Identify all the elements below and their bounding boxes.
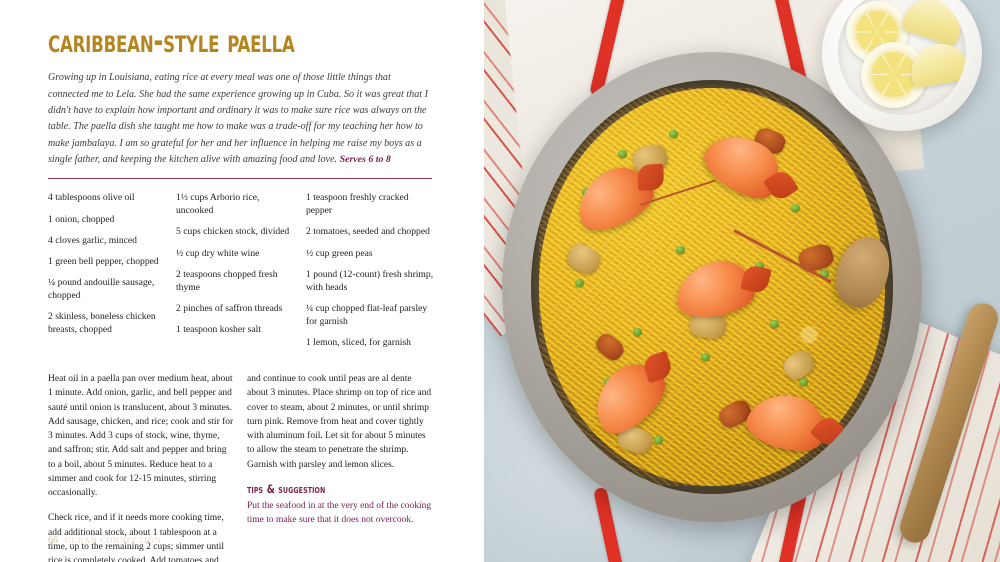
ingredients-column-1: 4 tablespoons olive oil 1 onion, chopped… bbox=[48, 192, 176, 358]
tips-body: Put the seafood in at the very end of th… bbox=[247, 500, 432, 526]
ingredient-item: 1 teaspoon freshly cracked pepper bbox=[306, 192, 409, 217]
ingredient-item: 1½ cups Arborio rice, uncooked bbox=[176, 192, 260, 217]
page-footer: 66 Cuban Connection bbox=[48, 535, 161, 546]
green-pea bbox=[675, 245, 685, 254]
ingredient-item: 1 lemon, sliced, for garnish bbox=[306, 336, 411, 348]
green-pea bbox=[701, 353, 711, 362]
ingredient-item: 2 teaspoons chopped fresh thyme bbox=[176, 268, 278, 293]
ingredient-item: ½ cup dry white wine bbox=[176, 247, 260, 259]
method-paragraph: Heat oil in a paella pan over medium hea… bbox=[48, 374, 234, 499]
green-pea bbox=[798, 377, 808, 386]
recipe-page: Caribbean-Style Paella Growing up in Lou… bbox=[0, 0, 484, 562]
ingredient-item: 2 pinches of saffron threads bbox=[176, 302, 283, 314]
ingredients-list: 4 tablespoons olive oil 1 onion, chopped… bbox=[48, 192, 434, 358]
page-title: Caribbean-Style Paella bbox=[48, 23, 295, 61]
bowl-interior bbox=[838, 0, 966, 116]
green-pea bbox=[769, 320, 779, 329]
ingredient-item: 2 tomatoes, seeded and chopped bbox=[306, 226, 430, 238]
paella-pan bbox=[502, 52, 922, 522]
green-pea bbox=[668, 129, 678, 138]
green-pea bbox=[654, 435, 664, 444]
lemon-bowl bbox=[822, 0, 982, 131]
page-number: 66 bbox=[48, 535, 58, 546]
green-pea bbox=[791, 204, 801, 213]
lemon-wedge bbox=[899, 0, 966, 47]
ingredient-item: ¼ pound andouille sausage, chopped bbox=[48, 277, 155, 302]
method-column-left: Heat oil in a paella pan over medium hea… bbox=[48, 372, 235, 562]
green-pea bbox=[618, 150, 628, 159]
ingredient-item: 2 skinless, boneless chicken breasts, ch… bbox=[48, 311, 156, 336]
recipe-intro: Growing up in Louisiana, eating rice at … bbox=[48, 70, 432, 168]
intro-text: Growing up in Louisiana, eating rice at … bbox=[48, 72, 428, 166]
tips-heading: Tips & Suggestion bbox=[247, 482, 326, 497]
method-column-right: and continue to cook until peas are al d… bbox=[247, 372, 434, 562]
green-pea bbox=[574, 278, 584, 287]
section-divider bbox=[48, 178, 432, 180]
method-paragraph: Check rice, and if it needs more cooking… bbox=[48, 513, 224, 562]
serves-label: Serves 6 to 8 bbox=[339, 154, 391, 166]
recipe-photo-page bbox=[484, 0, 1000, 562]
paella-photograph bbox=[484, 0, 1000, 562]
ingredient-item: 1 green bell pepper, chopped bbox=[48, 256, 159, 268]
green-pea bbox=[820, 270, 830, 279]
chapter-label: Cuban Connection bbox=[65, 536, 162, 545]
green-pea bbox=[632, 328, 642, 337]
method-paragraph: and continue to cook until peas are al d… bbox=[247, 374, 432, 470]
ingredient-item: 5 cups chicken stock, divided bbox=[176, 226, 290, 238]
ingredient-item: 1 onion, chopped bbox=[48, 213, 115, 225]
ingredients-column-2: 1½ cups Arborio rice, uncooked 5 cups ch… bbox=[176, 192, 306, 358]
ingredient-item: 1 teaspoon kosher salt bbox=[176, 324, 261, 336]
ingredient-item: ¼ cup chopped flat-leaf parsley for garn… bbox=[306, 302, 428, 327]
pan-interior bbox=[531, 80, 893, 494]
method-instructions: Heat oil in a paella pan over medium hea… bbox=[48, 372, 434, 562]
ingredient-item: 1 pound (12-count) fresh shrimp, with he… bbox=[306, 268, 434, 293]
ingredient-item: ½ cup green peas bbox=[306, 247, 373, 259]
lemon-wedge bbox=[906, 39, 966, 90]
ingredients-column-3: 1 teaspoon freshly cracked pepper 2 toma… bbox=[306, 192, 434, 358]
ingredient-item: 4 cloves garlic, minced bbox=[48, 234, 137, 246]
ingredient-item: 4 tablespoons olive oil bbox=[48, 192, 135, 204]
